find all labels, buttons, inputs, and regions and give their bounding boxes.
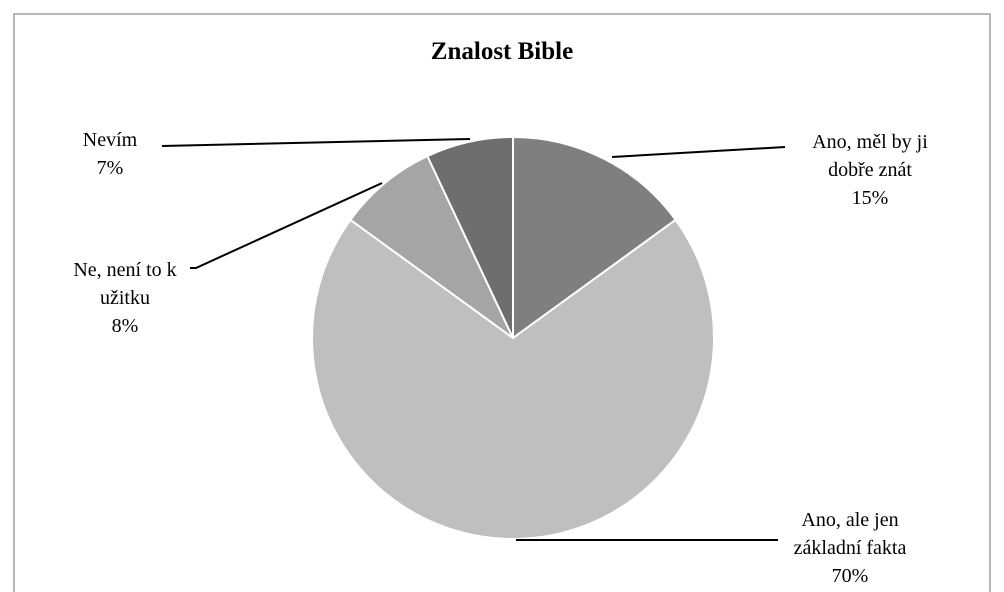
leader-line <box>161 138 471 147</box>
chart-title: Znalost Bible <box>430 38 574 65</box>
pie-slice <box>426 135 514 339</box>
data-label: Ano, ale jen základní fakta 70% <box>773 506 928 590</box>
value-label: 8% <box>111 315 139 337</box>
leader-line <box>190 182 383 269</box>
pie-slice <box>311 218 715 540</box>
category-label: Nevím <box>82 129 138 151</box>
category-label: Ano, ale jen základní fakta <box>793 509 907 559</box>
pie-slice <box>512 135 678 340</box>
category-label: Ano, měl by ji dobře znát <box>812 131 928 181</box>
value-label: 7% <box>96 157 124 179</box>
data-label: Ne, není to k užitku 8% <box>53 256 198 340</box>
category-label: Ne, není to k užitku <box>73 259 177 309</box>
data-label: Ano, měl by ji dobře znát 15% <box>788 128 953 212</box>
leader-line <box>611 146 786 158</box>
pie-slice <box>348 154 514 339</box>
value-label: 70% <box>831 565 869 587</box>
value-label: 15% <box>851 187 889 209</box>
data-label: Nevím 7% <box>58 126 163 182</box>
